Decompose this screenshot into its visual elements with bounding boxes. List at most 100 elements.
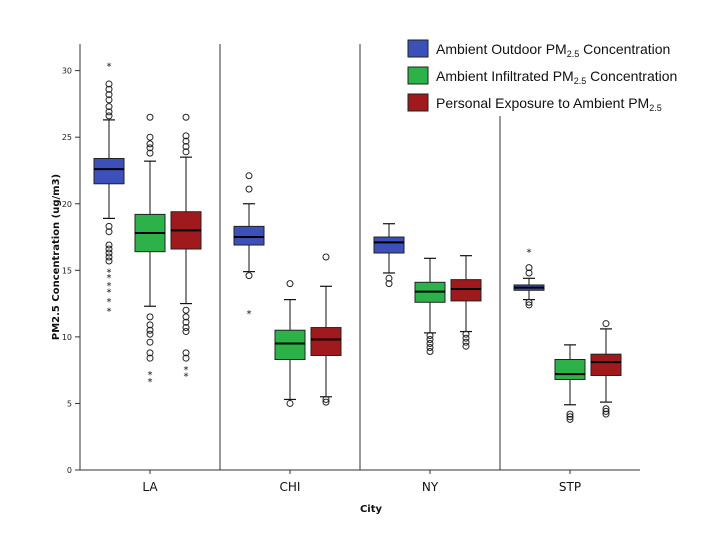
outlier-circle xyxy=(602,407,610,415)
box-ny-series-1 xyxy=(373,223,405,288)
y-tick-label: 15 xyxy=(62,266,72,275)
x-tick-label: NY xyxy=(422,480,439,494)
outlier-circle xyxy=(105,112,113,120)
outlier-circle xyxy=(426,332,434,340)
box-stp-series-3 xyxy=(590,320,622,418)
iqr-box xyxy=(554,359,586,380)
outlier-circle xyxy=(105,222,113,230)
outlier-circle xyxy=(182,113,190,121)
y-tick-label: 25 xyxy=(62,133,72,142)
outlier-circle xyxy=(182,132,190,140)
outlier-circle xyxy=(426,344,434,352)
iqr-box xyxy=(233,225,265,246)
x-tick-label: STP xyxy=(559,480,581,494)
box-chi-series-2 xyxy=(274,280,306,407)
x-category-labels: LA CHI NY STP xyxy=(142,470,581,494)
y-axis-title: PM2.5 Concentration (ug/m3) xyxy=(51,174,62,340)
iqr-box xyxy=(93,157,125,185)
x-axis-title: City xyxy=(360,504,383,515)
outlier-circle xyxy=(525,264,533,272)
outlier-circle xyxy=(146,313,154,321)
outlier-circle xyxy=(182,313,190,321)
outlier-circle xyxy=(105,241,113,249)
outlier-circle xyxy=(105,108,113,116)
outlier-circle xyxy=(566,410,574,418)
legend-label-tail: Concentration xyxy=(579,41,670,57)
legend-swatch xyxy=(407,39,429,58)
legend-label-main: Personal Exposure to Ambient PM xyxy=(436,95,649,111)
outlier-circle xyxy=(105,249,113,257)
outlier-star: * xyxy=(527,248,532,259)
box-ny-series-2 xyxy=(414,257,446,356)
outlier-star: * xyxy=(107,306,112,317)
outlier-circle xyxy=(146,140,154,148)
outlier-circle xyxy=(105,91,113,99)
box-chi-series-1: * xyxy=(233,172,265,320)
box-la-series-2: ** xyxy=(134,113,166,388)
outlier-circle xyxy=(525,269,533,277)
outlier-circle xyxy=(182,143,190,151)
outlier-circle xyxy=(322,395,330,403)
outlier-circle xyxy=(525,301,533,309)
outlier-circle xyxy=(182,137,190,145)
city-separators xyxy=(219,44,501,470)
y-ticks: 0 5 10 15 20 25 30 xyxy=(62,67,80,475)
outlier-circle xyxy=(146,144,154,152)
outlier-circle xyxy=(602,405,610,413)
legend-label: Personal Exposure to Ambient PM2.5 xyxy=(436,95,662,113)
outlier-circle xyxy=(426,348,434,356)
outlier-circle xyxy=(286,280,294,288)
legend-label: Ambient Infiltrated PM2.5 Concentration xyxy=(436,68,677,86)
x-tick-label: CHI xyxy=(280,480,301,494)
legend: Ambient Outdoor PM2.5 ConcentrationAmbie… xyxy=(407,39,677,113)
y-tick-label: 10 xyxy=(62,333,72,342)
outlier-circle xyxy=(566,415,574,423)
y-tick-label: 0 xyxy=(67,466,72,475)
outlier-circle xyxy=(462,342,470,350)
outlier-star: * xyxy=(107,268,112,279)
outlier-circle xyxy=(182,349,190,357)
outlier-circle xyxy=(245,172,253,180)
outlier-circle xyxy=(146,330,154,338)
box-chi-series-3 xyxy=(310,253,342,406)
outlier-circle xyxy=(182,324,190,332)
outlier-circle xyxy=(525,298,533,306)
legend-label: Ambient Outdoor PM2.5 Concentration xyxy=(436,41,670,59)
outlier-circle xyxy=(105,80,113,88)
iqr-box xyxy=(373,236,405,254)
outlier-circle xyxy=(322,253,330,261)
outlier-circle xyxy=(105,103,113,111)
outlier-circle xyxy=(146,321,154,329)
y-tick-label: 30 xyxy=(62,67,72,76)
outlier-circle xyxy=(385,280,393,288)
outlier-circle xyxy=(182,306,190,314)
outlier-circle xyxy=(105,245,113,253)
legend-swatch xyxy=(407,66,429,85)
legend-label-main: Ambient Outdoor PM xyxy=(436,41,567,57)
outlier-star: * xyxy=(184,371,189,382)
outlier-circle xyxy=(146,326,154,334)
outlier-circle xyxy=(182,328,190,336)
legend-label-subscript: 2.5 xyxy=(649,103,662,113)
outlier-circle xyxy=(462,338,470,346)
outlier-circle xyxy=(105,85,113,93)
box-ny-series-3 xyxy=(450,255,482,350)
outlier-circle xyxy=(385,274,393,282)
outlier-circle xyxy=(146,349,154,357)
outlier-circle xyxy=(182,318,190,326)
outlier-circle xyxy=(426,340,434,348)
x-tick-label: LA xyxy=(142,480,158,494)
outlier-star: * xyxy=(107,61,112,72)
outlier-star: * xyxy=(107,288,112,299)
box-stp-series-2 xyxy=(554,344,586,423)
box-la-series-3: ** xyxy=(170,113,202,382)
outlier-star: * xyxy=(184,365,189,376)
outlier-star: * xyxy=(148,377,153,388)
outlier-circle xyxy=(105,253,113,261)
outlier-circle xyxy=(105,96,113,104)
iqr-box xyxy=(274,329,306,361)
outlier-circle xyxy=(566,413,574,421)
legend-label-main: Ambient Infiltrated PM xyxy=(436,68,574,84)
outlier-star: * xyxy=(148,370,153,381)
